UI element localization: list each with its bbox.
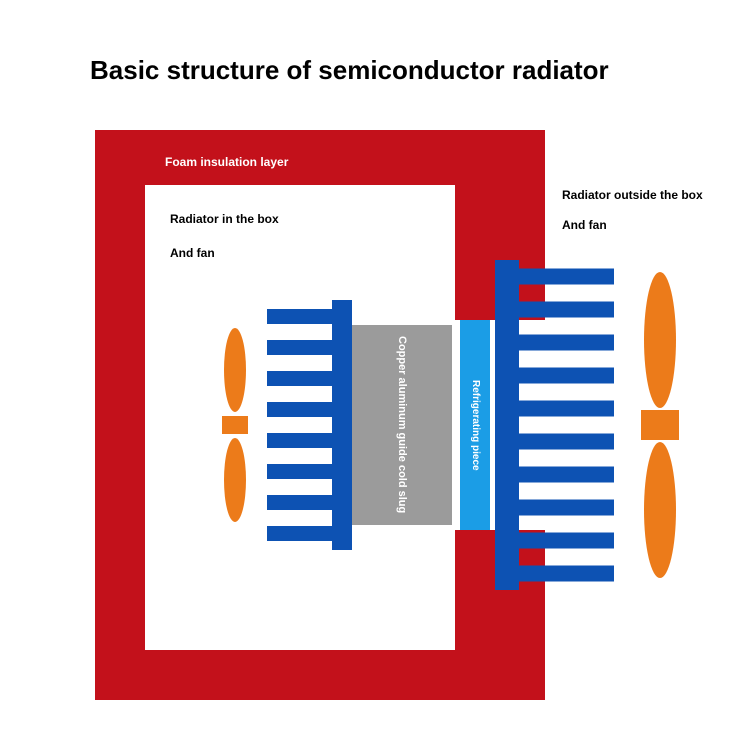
outer-fan-blade-top	[644, 272, 676, 408]
outer-radiator-label-1: Radiator outside the box	[562, 188, 703, 202]
inner-radiator-label-1: Radiator in the box	[170, 212, 279, 226]
inner-radiator-fin	[267, 464, 332, 479]
refrigerating-label: Refrigerating piece	[460, 320, 490, 530]
outer-radiator-base	[495, 260, 519, 590]
inner-fan-blade-top	[224, 328, 246, 412]
outer-radiator-fin	[519, 302, 614, 318]
inner-fan-blade-bottom	[224, 438, 246, 522]
outer-radiator-fin	[519, 467, 614, 483]
outer-radiator-fin	[519, 401, 614, 417]
cold-slug-label: Copper aluminum guide cold slug	[352, 325, 452, 525]
inner-radiator-fin	[267, 526, 332, 541]
outer-radiator-label-2: And fan	[562, 218, 607, 232]
inner-radiator-fin	[267, 309, 332, 324]
inner-radiator-fin	[267, 340, 332, 355]
inner-fan-hub	[222, 416, 248, 434]
outer-radiator-fin	[519, 533, 614, 549]
inner-radiator-fin	[267, 433, 332, 448]
outer-radiator-fin	[519, 335, 614, 351]
outer-radiator-fin	[519, 368, 614, 384]
inner-radiator-fin	[267, 371, 332, 386]
inner-radiator-fin	[267, 495, 332, 510]
outer-fan-blade-bottom	[644, 442, 676, 578]
outer-radiator-fin	[519, 269, 614, 285]
outer-radiator-fin	[519, 500, 614, 516]
outer-radiator-fin	[519, 434, 614, 450]
inner-radiator-fin	[267, 402, 332, 417]
foam-label: Foam insulation layer	[165, 155, 288, 169]
outer-fan-hub	[641, 410, 679, 440]
inner-radiator-base	[332, 300, 352, 550]
outer-radiator-fin	[519, 566, 614, 582]
inner-radiator-label-2: And fan	[170, 246, 215, 260]
